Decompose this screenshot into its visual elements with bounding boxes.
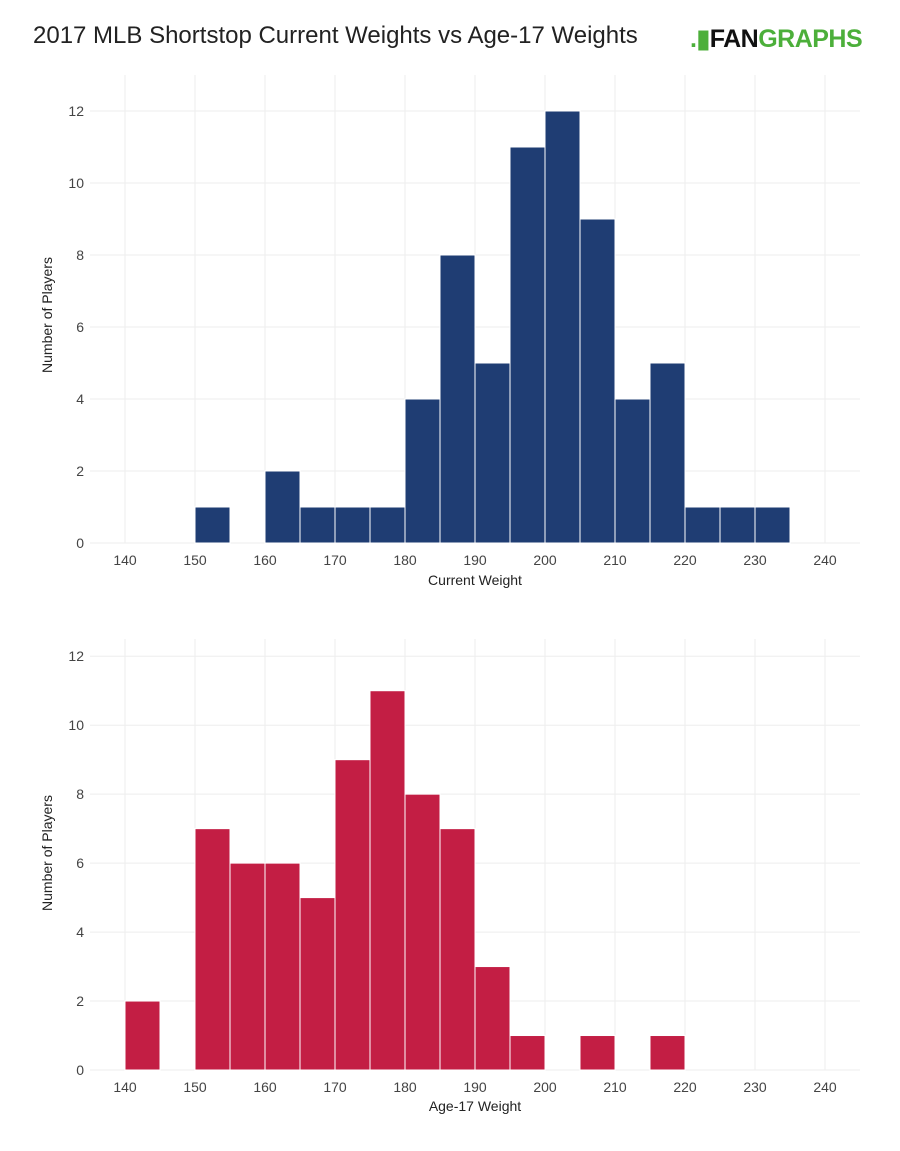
- y-tick-label: 10: [68, 717, 84, 733]
- histogram-bar: [404, 398, 441, 544]
- histogram-bar: [334, 506, 371, 544]
- histogram-bar: [579, 218, 616, 544]
- y-tick-label: 0: [76, 1062, 84, 1078]
- y-tick-label: 0: [76, 535, 84, 551]
- x-tick-label: 180: [393, 552, 417, 568]
- y-tick-label: 8: [76, 786, 84, 802]
- x-axis-label: Current Weight: [428, 572, 522, 588]
- x-tick-label: 190: [463, 1079, 487, 1095]
- x-tick-label: 230: [743, 552, 767, 568]
- y-tick-label: 12: [68, 103, 84, 119]
- x-axis-label: Age-17 Weight: [429, 1098, 521, 1114]
- y-tick-label: 2: [76, 993, 84, 1009]
- y-tick-label: 8: [76, 247, 84, 263]
- histogram-bar: [544, 110, 581, 544]
- histogram-bar: [334, 759, 371, 1071]
- x-tick-label: 220: [673, 552, 697, 568]
- histogram-bar: [124, 1000, 161, 1071]
- x-tick-label: 170: [323, 552, 347, 568]
- histogram-bar: [369, 690, 406, 1071]
- histogram-bar: [684, 506, 721, 544]
- histogram-bar: [474, 966, 511, 1071]
- y-tick-label: 6: [76, 319, 84, 335]
- histogram-bar: [299, 506, 336, 544]
- histogram-bar: [229, 862, 266, 1071]
- current-weight-histogram: 140 150 160 170 180 190 200 210 220 230 240 0 2 4 6 8 10…: [39, 75, 860, 588]
- age17-weight-histogram: 140 150 160 170 180 190 200 210 220 230 240 0 2 4 6 8 10…: [39, 639, 860, 1114]
- x-tick-label: 150: [183, 1079, 207, 1095]
- x-tick-label: 160: [253, 552, 277, 568]
- x-tick-label: 240: [813, 1079, 837, 1095]
- histogram-bar: [439, 254, 476, 544]
- x-tick-label: 150: [183, 552, 207, 568]
- histogram-bar: [474, 362, 511, 544]
- histogram-bar: [299, 897, 336, 1071]
- histogram-bar: [264, 862, 301, 1071]
- x-tick-label: 200: [533, 552, 557, 568]
- y-tick-label: 4: [76, 924, 84, 940]
- histogram-bar: [649, 1035, 686, 1071]
- histogram-bar: [194, 828, 231, 1071]
- chart-title: 2017 MLB Shortstop Current Weights vs Ag…: [33, 22, 638, 49]
- x-tick-label: 230: [743, 1079, 767, 1095]
- x-tick-label: 170: [323, 1079, 347, 1095]
- y-tick-label: 6: [76, 855, 84, 871]
- histogram-bar: [264, 470, 301, 544]
- histogram-bar: [614, 398, 651, 544]
- x-tick-label: 190: [463, 552, 487, 568]
- histogram-bar: [439, 828, 476, 1071]
- histogram-bar: [649, 362, 686, 544]
- histogram-bar: [404, 793, 441, 1071]
- x-tick-label: 160: [253, 1079, 277, 1095]
- x-tick-label: 240: [813, 552, 837, 568]
- x-tick-label: 220: [673, 1079, 697, 1095]
- histogram-bar: [194, 506, 231, 544]
- x-tick-label: 200: [533, 1079, 557, 1095]
- x-tick-label: 210: [603, 552, 627, 568]
- x-tick-label: 140: [113, 1079, 137, 1095]
- histogram-bar: [509, 1035, 546, 1071]
- y-tick-label: 4: [76, 391, 84, 407]
- y-axis-label: Number of Players: [39, 795, 55, 911]
- x-tick-label: 180: [393, 1079, 417, 1095]
- y-tick-label: 2: [76, 463, 84, 479]
- y-tick-label: 10: [68, 175, 84, 191]
- x-tick-label: 140: [113, 552, 137, 568]
- histogram-bar: [579, 1035, 616, 1071]
- histogram-bar: [509, 146, 546, 544]
- y-tick-label: 12: [68, 648, 84, 664]
- y-axis-label: Number of Players: [39, 257, 55, 373]
- x-tick-label: 210: [603, 1079, 627, 1095]
- fangraphs-logo: .▮FANGRAPHS: [690, 25, 863, 53]
- histogram-bar: [369, 506, 406, 544]
- histogram-bar: [754, 506, 791, 544]
- histogram-bar: [719, 506, 756, 544]
